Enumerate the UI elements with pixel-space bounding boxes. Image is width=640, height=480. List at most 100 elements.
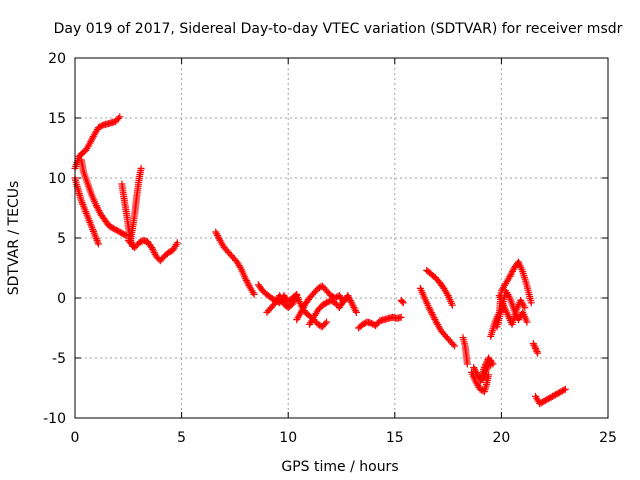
data-point (348, 300, 356, 308)
data-point (323, 318, 331, 326)
data-point (427, 309, 435, 317)
data-point (93, 203, 101, 211)
data-point (472, 369, 480, 377)
data-point (534, 349, 542, 357)
data-point (431, 315, 439, 323)
data-point (507, 271, 515, 279)
data-point (214, 233, 222, 241)
data-point (529, 340, 537, 348)
data-point (533, 348, 541, 356)
data-point (94, 205, 102, 213)
x-tick-label: 10 (279, 430, 297, 446)
data-point (213, 231, 221, 239)
data-point (244, 280, 252, 288)
data-point (92, 202, 100, 210)
x-axis-label: GPS time / hours (281, 459, 398, 475)
data-point (527, 299, 535, 307)
x-tick-label: 15 (386, 430, 404, 446)
y-tick-label: -10 (43, 411, 66, 427)
data-point (213, 230, 221, 238)
data-point (95, 207, 103, 215)
data-point (250, 290, 258, 298)
chart-title: Day 019 of 2017, Sidereal Day-to-day VTE… (54, 21, 623, 37)
y-tick-label: -5 (52, 351, 66, 367)
data-point (450, 342, 458, 350)
y-tick-label: 0 (57, 291, 66, 307)
data-point (349, 302, 357, 310)
data-point (290, 297, 298, 305)
data-point (352, 307, 360, 315)
data-point (288, 300, 296, 308)
data-point (344, 294, 352, 302)
data-point (150, 249, 158, 257)
data-point (425, 304, 433, 312)
data-point (532, 346, 540, 354)
data-point (560, 386, 568, 394)
data-point (506, 272, 514, 280)
data-point (350, 303, 358, 311)
data-point (463, 360, 471, 368)
data-point (481, 362, 489, 370)
data-point (482, 360, 490, 368)
data-point (276, 292, 284, 300)
data-point (531, 343, 539, 351)
x-tick-label: 20 (492, 430, 510, 446)
data-point (398, 298, 406, 306)
data-point (121, 231, 129, 239)
data-points (71, 113, 569, 408)
data-point (297, 308, 305, 316)
axis-ticks: 0 5 10 15 20 25 -10 -5 0 5 10 15 20 (43, 51, 617, 446)
data-point (242, 275, 250, 283)
data-point (530, 341, 538, 349)
data-point (399, 299, 407, 307)
data-point (532, 344, 540, 352)
data-point (289, 298, 297, 306)
data-point (87, 138, 95, 146)
data-point (321, 320, 329, 328)
x-tick-label: 5 (177, 430, 186, 446)
data-point (487, 361, 495, 369)
plot-frame (74, 57, 609, 419)
data-point (508, 269, 516, 277)
data-point (428, 310, 436, 318)
data-point (116, 113, 124, 121)
data-point (347, 298, 355, 306)
data-point (470, 364, 478, 372)
data-point (480, 364, 488, 372)
data-point (278, 297, 286, 305)
data-point (277, 293, 285, 301)
data-point (427, 307, 435, 315)
data-point (471, 367, 479, 375)
data-point (149, 245, 157, 253)
y-axis-label: SDTVAR / TECUs (6, 181, 22, 296)
data-point (148, 244, 156, 252)
data-point (426, 305, 434, 313)
data-point (508, 267, 516, 275)
data-point (521, 304, 529, 312)
data-point (243, 278, 251, 286)
grid-lines (75, 58, 608, 418)
data-point (432, 317, 440, 325)
data-point (298, 307, 306, 315)
data-point (300, 303, 308, 311)
y-tick-label: 5 (57, 231, 66, 247)
data-point (137, 164, 145, 172)
y-tick-label: 15 (48, 111, 66, 127)
data-point (397, 313, 405, 321)
x-tick-label: 25 (599, 430, 617, 446)
y-tick-label: 20 (48, 51, 66, 67)
data-point (342, 295, 350, 303)
data-point (149, 247, 157, 255)
data-point (448, 301, 456, 309)
data-point (352, 308, 360, 316)
data-point (94, 240, 102, 248)
data-point (173, 239, 181, 247)
data-point (114, 114, 122, 122)
data-point (277, 295, 285, 303)
data-point (88, 134, 96, 142)
x-tick-label: 0 (71, 430, 80, 446)
data-point (299, 305, 307, 313)
y-tick-label: 10 (48, 171, 66, 187)
data-point (351, 305, 359, 313)
